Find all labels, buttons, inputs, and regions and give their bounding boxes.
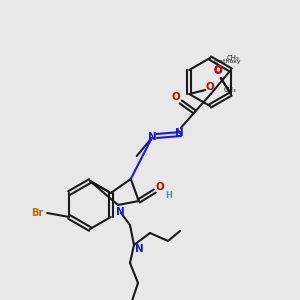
Text: O: O bbox=[213, 66, 222, 76]
Text: CH₃: CH₃ bbox=[223, 87, 236, 93]
Text: O: O bbox=[155, 182, 164, 192]
Text: N: N bbox=[148, 132, 157, 142]
Text: meth: meth bbox=[220, 61, 224, 62]
Text: N: N bbox=[176, 128, 184, 138]
Text: O: O bbox=[206, 82, 214, 92]
Text: Br: Br bbox=[31, 208, 43, 218]
Text: N: N bbox=[116, 207, 124, 217]
Text: CH₃: CH₃ bbox=[227, 55, 239, 61]
Text: N: N bbox=[135, 244, 143, 254]
Text: O: O bbox=[171, 92, 180, 102]
Text: O: O bbox=[213, 65, 222, 75]
Text: H: H bbox=[165, 190, 172, 200]
Text: methoxy: methoxy bbox=[213, 59, 241, 64]
